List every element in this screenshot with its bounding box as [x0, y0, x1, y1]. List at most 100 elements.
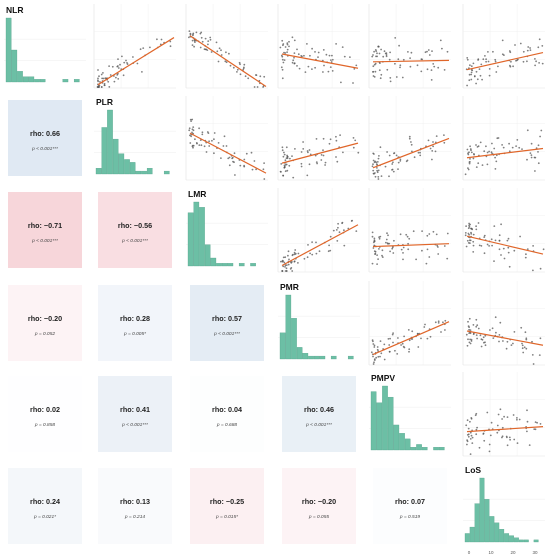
- scatter-point: [537, 144, 540, 147]
- scatter-point: [397, 168, 399, 171]
- scatter-point: [408, 135, 411, 138]
- scatter-point: [467, 153, 470, 156]
- scatter-point: [188, 129, 191, 132]
- scatter-point: [307, 151, 309, 154]
- scatter-point: [475, 166, 478, 169]
- scatter-point: [416, 64, 419, 67]
- scatter-point: [505, 347, 508, 350]
- scatter-point: [203, 48, 206, 51]
- scatter-point: [374, 253, 376, 256]
- scatter-point: [510, 60, 512, 63]
- scatter-point: [331, 58, 334, 61]
- scatter-point: [437, 322, 440, 324]
- scatter-point: [530, 156, 533, 159]
- scatter-point: [189, 142, 192, 144]
- scatter-point: [374, 175, 377, 178]
- scatter-point: [488, 450, 491, 453]
- scatter-point: [387, 338, 390, 340]
- histogram-bar: [227, 263, 234, 267]
- scatter-point: [472, 233, 475, 236]
- scatter-point: [508, 265, 511, 268]
- scatter-point: [475, 318, 478, 321]
- scatter-point: [469, 223, 471, 226]
- scatter-point: [415, 258, 417, 261]
- scatter-point: [488, 74, 491, 77]
- scatter-point: [494, 156, 496, 159]
- scatter-point: [417, 346, 420, 348]
- scatter-point: [213, 138, 215, 141]
- scatter-point: [410, 51, 413, 54]
- fit-line: [466, 330, 544, 346]
- correlation-cell: [98, 192, 172, 268]
- scatter-point: [409, 65, 412, 68]
- scatter-point: [372, 363, 375, 365]
- scatter-point: [401, 342, 404, 345]
- scatter-point: [97, 69, 99, 71]
- scatter-point: [373, 358, 376, 360]
- scatter-point: [338, 231, 341, 234]
- scatter-point: [526, 129, 529, 132]
- scatter-point: [511, 146, 514, 149]
- correlation-cell: [8, 192, 82, 268]
- scatter-point: [394, 349, 396, 352]
- scatter-point: [421, 58, 423, 61]
- p-value-label: p < 0.001***: [31, 146, 58, 152]
- scatter-point: [400, 344, 402, 346]
- histogram-bar: [433, 447, 439, 451]
- scatter-point: [424, 51, 427, 54]
- scatter-point: [370, 351, 373, 354]
- scatter-point: [232, 66, 235, 69]
- scatter-point: [291, 270, 294, 272]
- scatter-point: [508, 436, 511, 439]
- scatter-point: [503, 415, 505, 418]
- scatter-point: [483, 234, 486, 237]
- scatter-point: [470, 227, 473, 230]
- scatter-point: [518, 146, 521, 149]
- scatter-point: [431, 50, 433, 52]
- scatter-point: [408, 350, 410, 353]
- scatter-point: [486, 163, 489, 166]
- scatter-point: [255, 168, 257, 171]
- scatter-point: [386, 242, 389, 245]
- scatter-point: [539, 135, 541, 138]
- scatter-point: [402, 252, 404, 254]
- scatter-point: [116, 65, 119, 68]
- scatter-point: [377, 178, 380, 180]
- scatter-point: [303, 257, 306, 260]
- scatter-point: [513, 331, 516, 333]
- scatter-point: [306, 150, 309, 152]
- scatter-point: [205, 151, 208, 153]
- scatter-point: [469, 158, 471, 160]
- scatter-point: [324, 164, 326, 166]
- scatter-point: [501, 53, 504, 56]
- scatter-point: [296, 48, 298, 51]
- scatter-point: [480, 63, 483, 66]
- scatter-point: [290, 267, 293, 269]
- correlation-cell: [8, 285, 82, 361]
- scatter-point: [245, 152, 248, 155]
- scatter-point: [534, 156, 537, 159]
- scatter-point: [103, 82, 106, 85]
- rho-label: rho: 0.28: [120, 314, 150, 323]
- scatter-point: [100, 73, 103, 76]
- scatter-point: [434, 321, 437, 324]
- scatter-point: [122, 74, 125, 77]
- fit-line: [466, 426, 544, 433]
- scatter-point: [388, 58, 391, 61]
- scatter-point: [495, 71, 498, 73]
- scatter-point: [291, 61, 294, 64]
- scatter-point: [444, 319, 447, 322]
- scatter-point: [132, 56, 134, 58]
- scatter-point: [280, 171, 282, 173]
- fit-line: [372, 137, 450, 169]
- scatter-point: [485, 145, 487, 148]
- correlation-cell: [190, 468, 264, 544]
- scatter-point: [378, 52, 381, 55]
- scatter-point: [315, 252, 318, 255]
- scatter-point: [378, 237, 381, 240]
- scatter-point: [123, 61, 126, 64]
- scatter-point: [213, 152, 215, 155]
- scatter-point: [470, 73, 473, 76]
- correlation-cell: [8, 468, 82, 544]
- scatter-point: [389, 51, 391, 54]
